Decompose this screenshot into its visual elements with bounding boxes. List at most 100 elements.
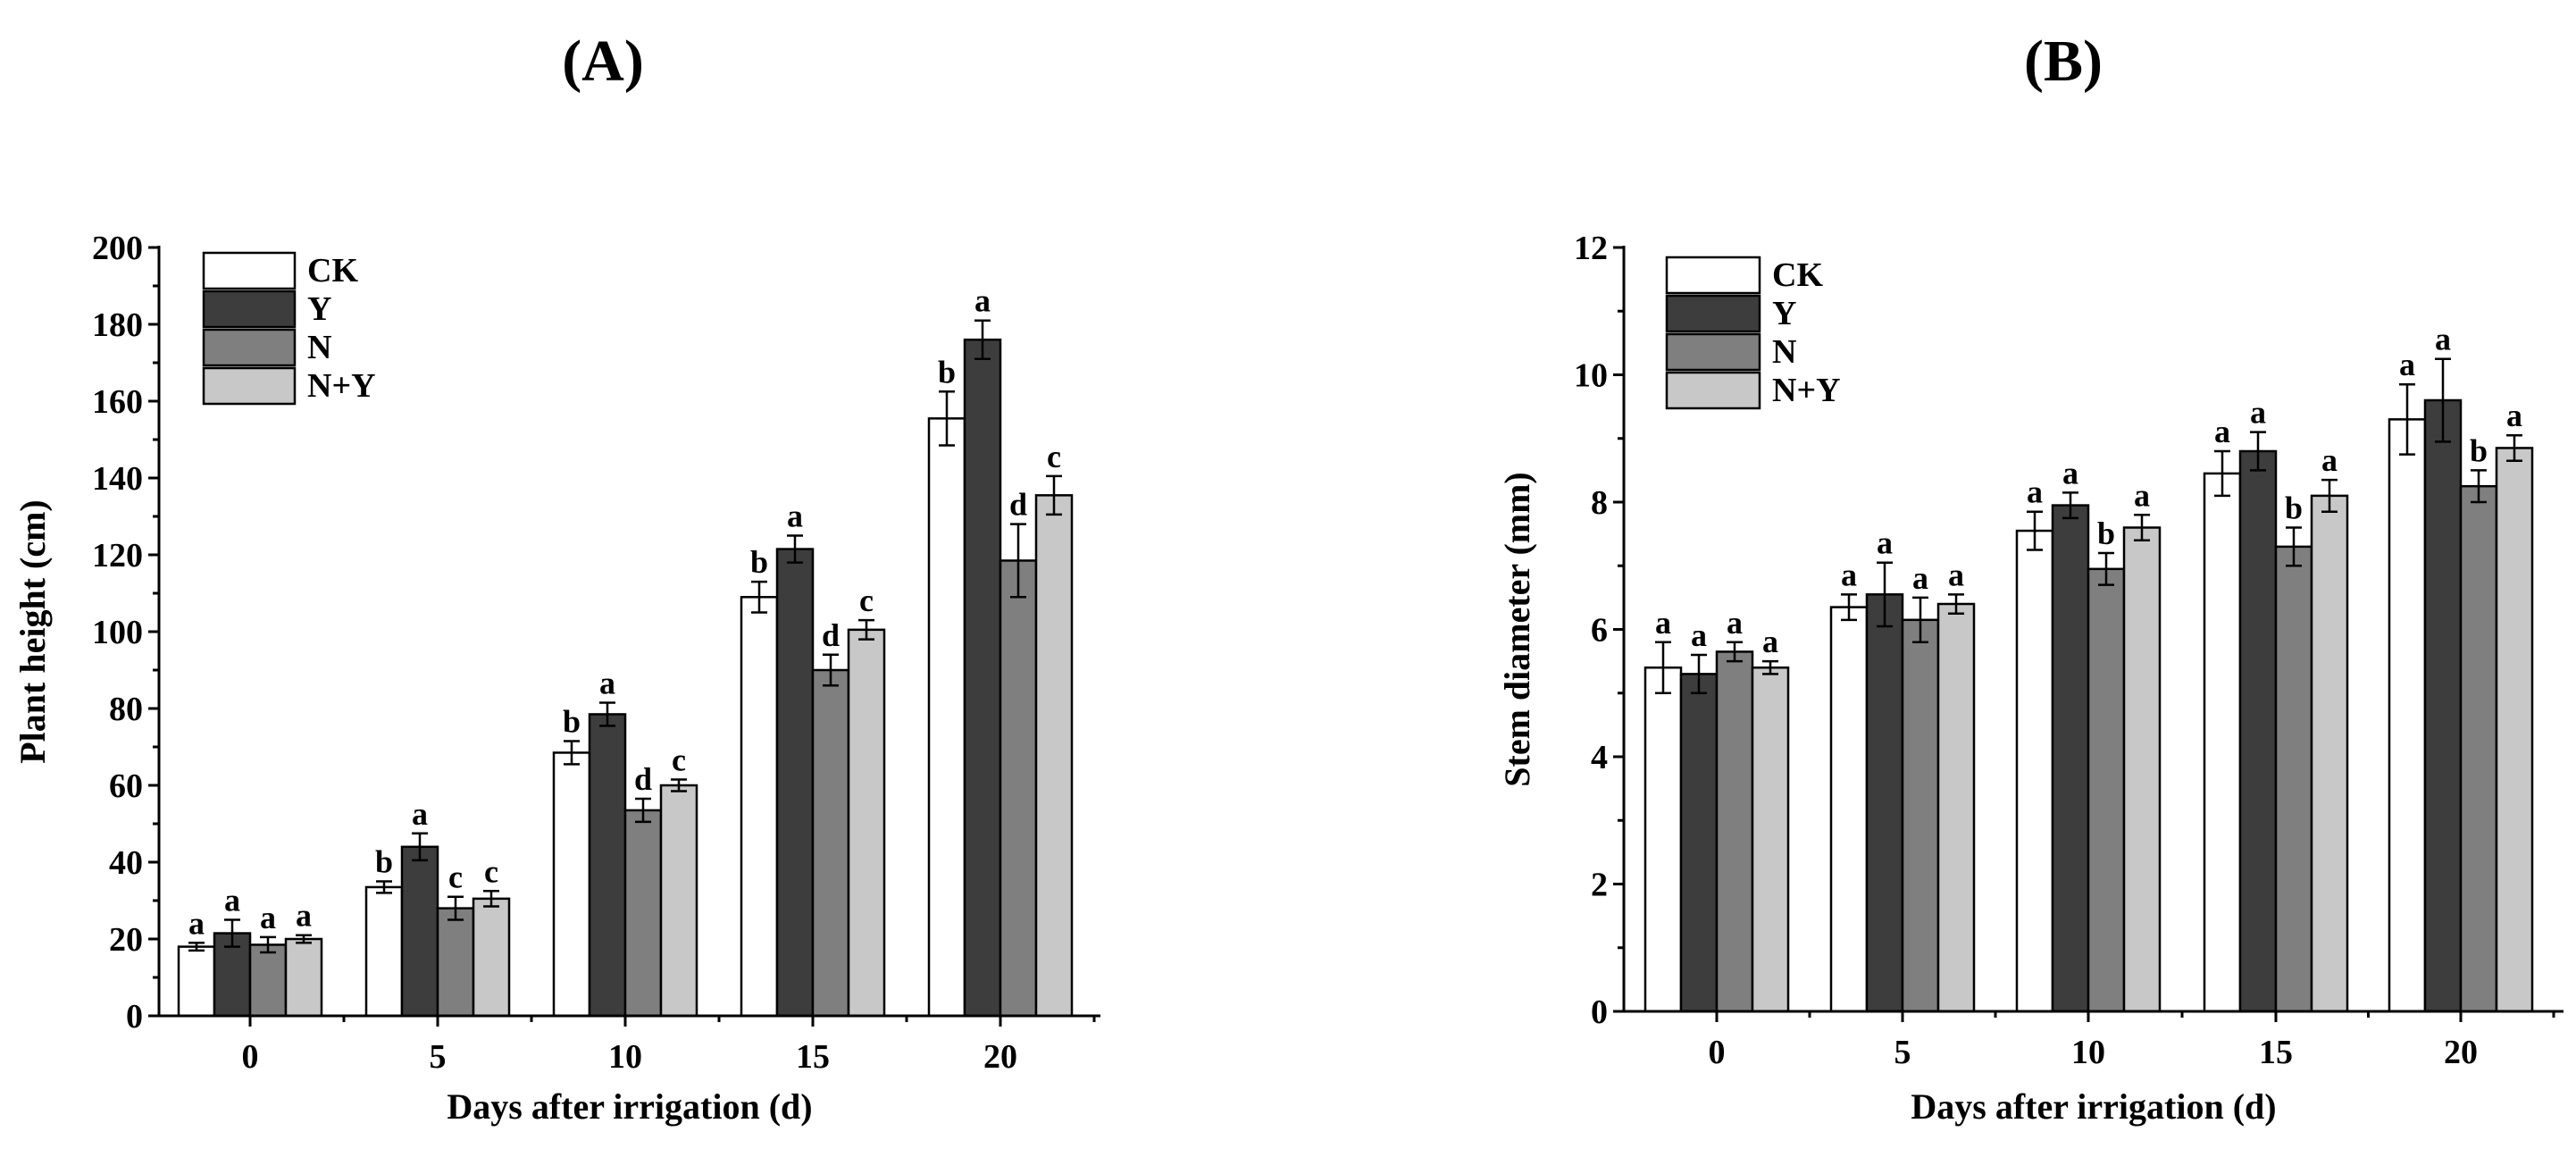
x-tick-label: 15 — [2259, 1034, 2293, 1071]
bar — [436, 907, 475, 1018]
significance-letter: a — [2435, 322, 2451, 357]
x-tick-label: 0 — [1709, 1034, 1726, 1071]
bar — [2203, 472, 2242, 1013]
significance-letter: a — [1912, 560, 1928, 596]
significance-letter: a — [224, 883, 240, 918]
y-tick-label: 40 — [109, 844, 143, 882]
y-axis-label: Plant height (cm) — [13, 499, 53, 764]
legend-swatch — [1665, 294, 1761, 333]
bar — [552, 751, 591, 1018]
bar — [1901, 618, 1940, 1013]
significance-letter: a — [2321, 442, 2338, 478]
significance-letter: a — [1727, 605, 1743, 641]
bar — [2274, 545, 2313, 1013]
legend-label: N+Y — [307, 367, 376, 405]
legend-swatch — [1665, 256, 1761, 295]
bar — [847, 628, 886, 1018]
bar — [740, 596, 779, 1018]
bar — [659, 784, 698, 1018]
legend-label: CK — [1772, 256, 1823, 294]
significance-letter: a — [1762, 624, 1778, 659]
significance-letter: a — [2250, 395, 2266, 431]
bar — [400, 845, 439, 1018]
bar — [811, 668, 850, 1018]
panel-label: (A) — [562, 29, 644, 94]
bar — [1865, 593, 1904, 1013]
bar — [2238, 449, 2278, 1013]
significance-letter: a — [2214, 414, 2230, 449]
x-tick-label: 5 — [1894, 1034, 1911, 1071]
significance-letter: b — [563, 704, 581, 740]
bar — [2087, 567, 2126, 1013]
significance-letter: a — [974, 283, 991, 319]
legend-label: CK — [307, 252, 358, 289]
significance-letter: a — [599, 666, 615, 701]
bar — [1715, 650, 1754, 1013]
legend-label: Y — [1772, 295, 1796, 332]
significance-letter: a — [260, 900, 276, 935]
x-tick-label: 10 — [2071, 1034, 2105, 1071]
legend-label: N+Y — [1772, 372, 1841, 409]
bar — [1679, 673, 1719, 1013]
bar — [1643, 667, 1683, 1013]
significance-letter: a — [2027, 474, 2043, 510]
legend-swatch — [202, 251, 297, 290]
significance-letter: a — [296, 898, 312, 934]
significance-letter: a — [2399, 347, 2415, 382]
x-tick-label: 15 — [796, 1038, 830, 1076]
bar — [284, 937, 323, 1018]
significance-letter: b — [2470, 432, 2488, 468]
bar — [927, 417, 966, 1018]
significance-letter: c — [448, 859, 463, 895]
significance-letter: c — [1047, 439, 1061, 474]
significance-letter: c — [672, 742, 686, 778]
significance-letter: b — [2097, 516, 2115, 551]
bar — [1751, 667, 1790, 1013]
y-tick-label: 200 — [92, 230, 143, 267]
x-axis-label: Days after irrigation (d) — [1911, 1086, 2276, 1127]
significance-letter: c — [859, 583, 874, 618]
bar — [2388, 418, 2427, 1013]
bar — [775, 548, 815, 1018]
significance-letter: b — [2285, 490, 2303, 526]
significance-letter: d — [1009, 487, 1027, 523]
x-axis-label: Days after irrigation (d) — [447, 1086, 812, 1127]
y-tick-label: 0 — [126, 998, 143, 1035]
bar — [248, 943, 288, 1018]
significance-letter: a — [412, 796, 428, 832]
bar — [588, 713, 627, 1018]
bar — [1936, 602, 1976, 1013]
bar — [1829, 606, 1869, 1013]
bar — [2423, 398, 2463, 1013]
x-tick-label: 20 — [2444, 1034, 2478, 1071]
significance-letter: b — [750, 544, 768, 580]
y-tick-label: 60 — [109, 767, 143, 805]
significance-letter: b — [375, 844, 393, 880]
x-tick-label: 0 — [242, 1038, 259, 1076]
y-tick-label: 80 — [109, 691, 143, 728]
significance-letter: a — [2062, 455, 2078, 490]
bar — [2310, 494, 2349, 1013]
significance-letter: d — [822, 617, 840, 653]
panel-label: (B) — [2024, 29, 2103, 94]
legend-swatch — [202, 328, 297, 367]
legend-swatch — [202, 366, 297, 406]
legend-swatch — [1665, 332, 1761, 372]
y-axis-label: Stem diameter (mm) — [1497, 472, 1537, 786]
bar — [2495, 447, 2534, 1013]
legend-swatch — [202, 289, 297, 329]
y-tick-label: 100 — [92, 614, 143, 651]
significance-letter: a — [1655, 605, 1671, 641]
significance-letter: b — [938, 354, 956, 390]
y-tick-label: 0 — [1591, 994, 1608, 1031]
bar — [623, 809, 663, 1018]
significance-letter: d — [634, 761, 652, 797]
significance-letter: c — [484, 853, 498, 889]
legend-label: N — [1772, 333, 1796, 371]
significance-letter: a — [1948, 557, 1964, 592]
bar — [2015, 529, 2054, 1013]
significance-letter: a — [188, 905, 205, 941]
y-tick-label: 120 — [92, 537, 143, 574]
significance-letter: a — [787, 499, 803, 534]
bar — [2122, 526, 2162, 1013]
